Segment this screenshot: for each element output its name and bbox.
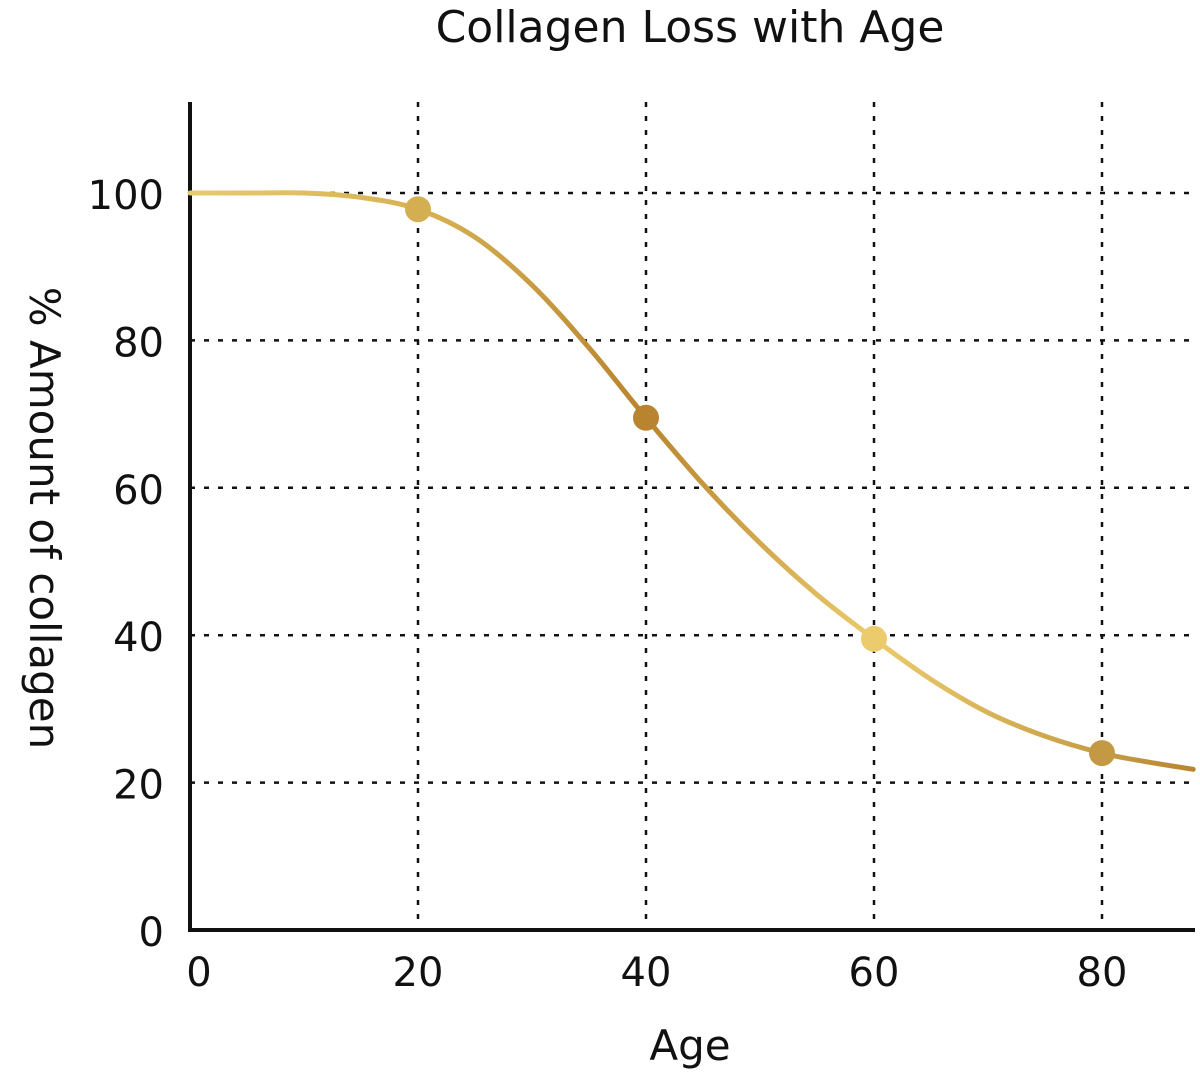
y-tick-labels: 0 20 40 60 80 100 bbox=[88, 173, 164, 956]
collagen-curve bbox=[187, 190, 1196, 772]
y-tick-label-0: 0 bbox=[139, 910, 164, 956]
data-point-age-80 bbox=[1089, 740, 1115, 767]
data-point-age-40 bbox=[633, 404, 659, 431]
x-tick-label-0: 0 bbox=[186, 950, 211, 996]
y-tick-label-100: 100 bbox=[88, 173, 164, 219]
y-tick-label-60: 60 bbox=[113, 468, 164, 514]
x-tick-label-40: 40 bbox=[621, 950, 672, 996]
x-axis-label: Age bbox=[649, 1021, 730, 1070]
data-point-age-60 bbox=[861, 625, 887, 652]
y-axis-label: % Amount of collagen bbox=[20, 287, 69, 749]
chart-title: Collagen Loss with Age bbox=[436, 2, 945, 53]
y-tick-label-20: 20 bbox=[113, 763, 164, 809]
x-tick-label-60: 60 bbox=[849, 950, 900, 996]
grid-lines bbox=[190, 102, 1195, 930]
y-tick-label-80: 80 bbox=[113, 320, 164, 366]
data-points bbox=[405, 196, 1115, 767]
data-point-age-20 bbox=[405, 196, 431, 223]
x-tick-labels: 0 20 40 60 80 bbox=[186, 950, 1127, 996]
x-tick-label-20: 20 bbox=[393, 950, 444, 996]
x-tick-label-80: 80 bbox=[1077, 950, 1128, 996]
y-tick-label-40: 40 bbox=[113, 615, 164, 661]
